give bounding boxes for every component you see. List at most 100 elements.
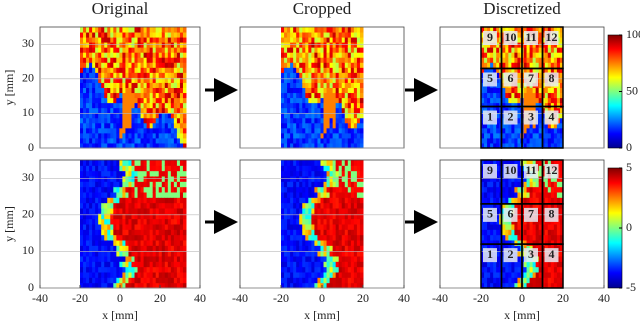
- heatmap-pixel: [131, 235, 135, 241]
- heatmap-pixel: [554, 138, 558, 144]
- heatmap-pixel: [125, 165, 129, 171]
- heatmap-pixel: [159, 82, 163, 88]
- heatmap-pixel: [299, 165, 303, 171]
- heatmap-pixel: [342, 187, 346, 193]
- heatmap-pixel: [514, 261, 518, 267]
- heatmap-pixel: [517, 133, 521, 139]
- heatmap-pixel: [354, 181, 358, 187]
- x-axis-label: x [mm]: [304, 308, 340, 322]
- heatmap-pixel: [314, 256, 318, 262]
- heatmap-pixel: [314, 42, 318, 48]
- heatmap-pixel: [314, 118, 318, 124]
- heatmap-pixel: [122, 213, 126, 219]
- heatmap: [281, 27, 364, 149]
- heatmap-pixel: [110, 277, 114, 283]
- heatmap-pixel: [135, 37, 139, 43]
- heatmap-pixel: [113, 208, 117, 214]
- heatmap-pixel: [360, 197, 364, 203]
- heatmap-pixel: [174, 267, 178, 273]
- heatmap-pixel: [511, 52, 515, 58]
- heatmap-pixel: [484, 261, 488, 267]
- heatmap-pixel: [110, 123, 114, 129]
- heatmap-pixel: [484, 98, 488, 104]
- heatmap-pixel: [348, 235, 352, 241]
- heatmap-pixel: [360, 277, 364, 283]
- heatmap-pixel: [101, 267, 105, 273]
- heatmap-pixel: [144, 67, 148, 73]
- heatmap-pixel: [180, 240, 184, 246]
- heatmap-pixel: [305, 108, 309, 114]
- heatmap-pixel: [517, 165, 521, 171]
- heatmap-pixel: [80, 187, 84, 193]
- heatmap-pixel: [177, 171, 181, 177]
- heatmap-pixel: [290, 165, 294, 171]
- heatmap-pixel: [284, 224, 288, 230]
- heatmap-pixel: [122, 235, 126, 241]
- heatmap-pixel: [89, 240, 93, 246]
- heatmap-pixel: [290, 93, 294, 99]
- heatmap-pixel: [530, 272, 534, 278]
- heatmap-pixel: [357, 229, 361, 235]
- heatmap-pixel: [317, 208, 321, 214]
- heatmap-pixel: [336, 224, 340, 230]
- heatmap-pixel: [324, 213, 328, 219]
- heatmap-pixel: [92, 224, 96, 230]
- heatmap-pixel: [156, 277, 160, 283]
- heatmap-pixel: [110, 197, 114, 203]
- heatmap-pixel: [147, 62, 151, 68]
- heatmap-pixel: [284, 32, 288, 38]
- heatmap-pixel: [330, 267, 334, 273]
- heatmap-pixel: [122, 187, 126, 193]
- heatmap-pixel: [336, 181, 340, 187]
- heatmap-pixel: [135, 27, 139, 33]
- heatmap-pixel: [171, 235, 175, 241]
- heatmap-pixel: [360, 118, 364, 124]
- heatmap-pixel: [554, 133, 558, 139]
- heatmap-pixel: [357, 277, 361, 283]
- heatmap-pixel: [551, 181, 555, 187]
- heatmap-pixel: [165, 224, 169, 230]
- heatmap-pixel: [131, 176, 135, 182]
- heatmap-pixel: [162, 133, 166, 139]
- heatmap-pixel: [141, 272, 145, 278]
- heatmap-pixel: [357, 176, 361, 182]
- heatmap-pixel: [545, 261, 549, 267]
- heatmap-pixel: [171, 32, 175, 38]
- heatmap-pixel: [308, 256, 312, 262]
- heatmap-pixel: [174, 171, 178, 177]
- heatmap-pixel: [551, 47, 555, 53]
- heatmap-pixel: [484, 181, 488, 187]
- heatmap-pixel: [156, 240, 160, 246]
- heatmap-pixel: [98, 88, 102, 94]
- heatmap-pixel: [299, 192, 303, 198]
- heatmap-pixel: [159, 208, 163, 214]
- heatmap-pixel: [327, 224, 331, 230]
- heatmap-pixel: [165, 176, 169, 182]
- heatmap-pixel: [135, 192, 139, 198]
- heatmap-pixel: [156, 37, 160, 43]
- heatmap-pixel: [162, 88, 166, 94]
- heatmap-pixel: [156, 133, 160, 139]
- heatmap-pixel: [86, 108, 90, 114]
- heatmap-pixel: [327, 47, 331, 53]
- heatmap-pixel: [171, 103, 175, 109]
- heatmap-pixel: [533, 138, 537, 144]
- heatmap-pixel: [83, 192, 87, 198]
- heatmap-pixel: [101, 98, 105, 104]
- heatmap-pixel: [116, 235, 120, 241]
- heatmap-pixel: [95, 108, 99, 114]
- heatmap-pixel: [128, 118, 132, 124]
- heatmap-pixel: [119, 272, 123, 278]
- heatmap-pixel: [168, 108, 172, 114]
- heatmap-pixel: [517, 103, 521, 109]
- heatmap-pixel: [296, 93, 300, 99]
- heatmap-pixel: [357, 98, 361, 104]
- heatmap-pixel: [514, 267, 518, 273]
- heatmap-pixel: [308, 160, 312, 166]
- heatmap-pixel: [490, 272, 494, 278]
- heatmap-pixel: [159, 108, 163, 114]
- heatmap-pixel: [128, 240, 132, 246]
- heatmap-pixel: [159, 240, 163, 246]
- heatmap-pixel: [144, 235, 148, 241]
- heatmap-pixel: [536, 197, 540, 203]
